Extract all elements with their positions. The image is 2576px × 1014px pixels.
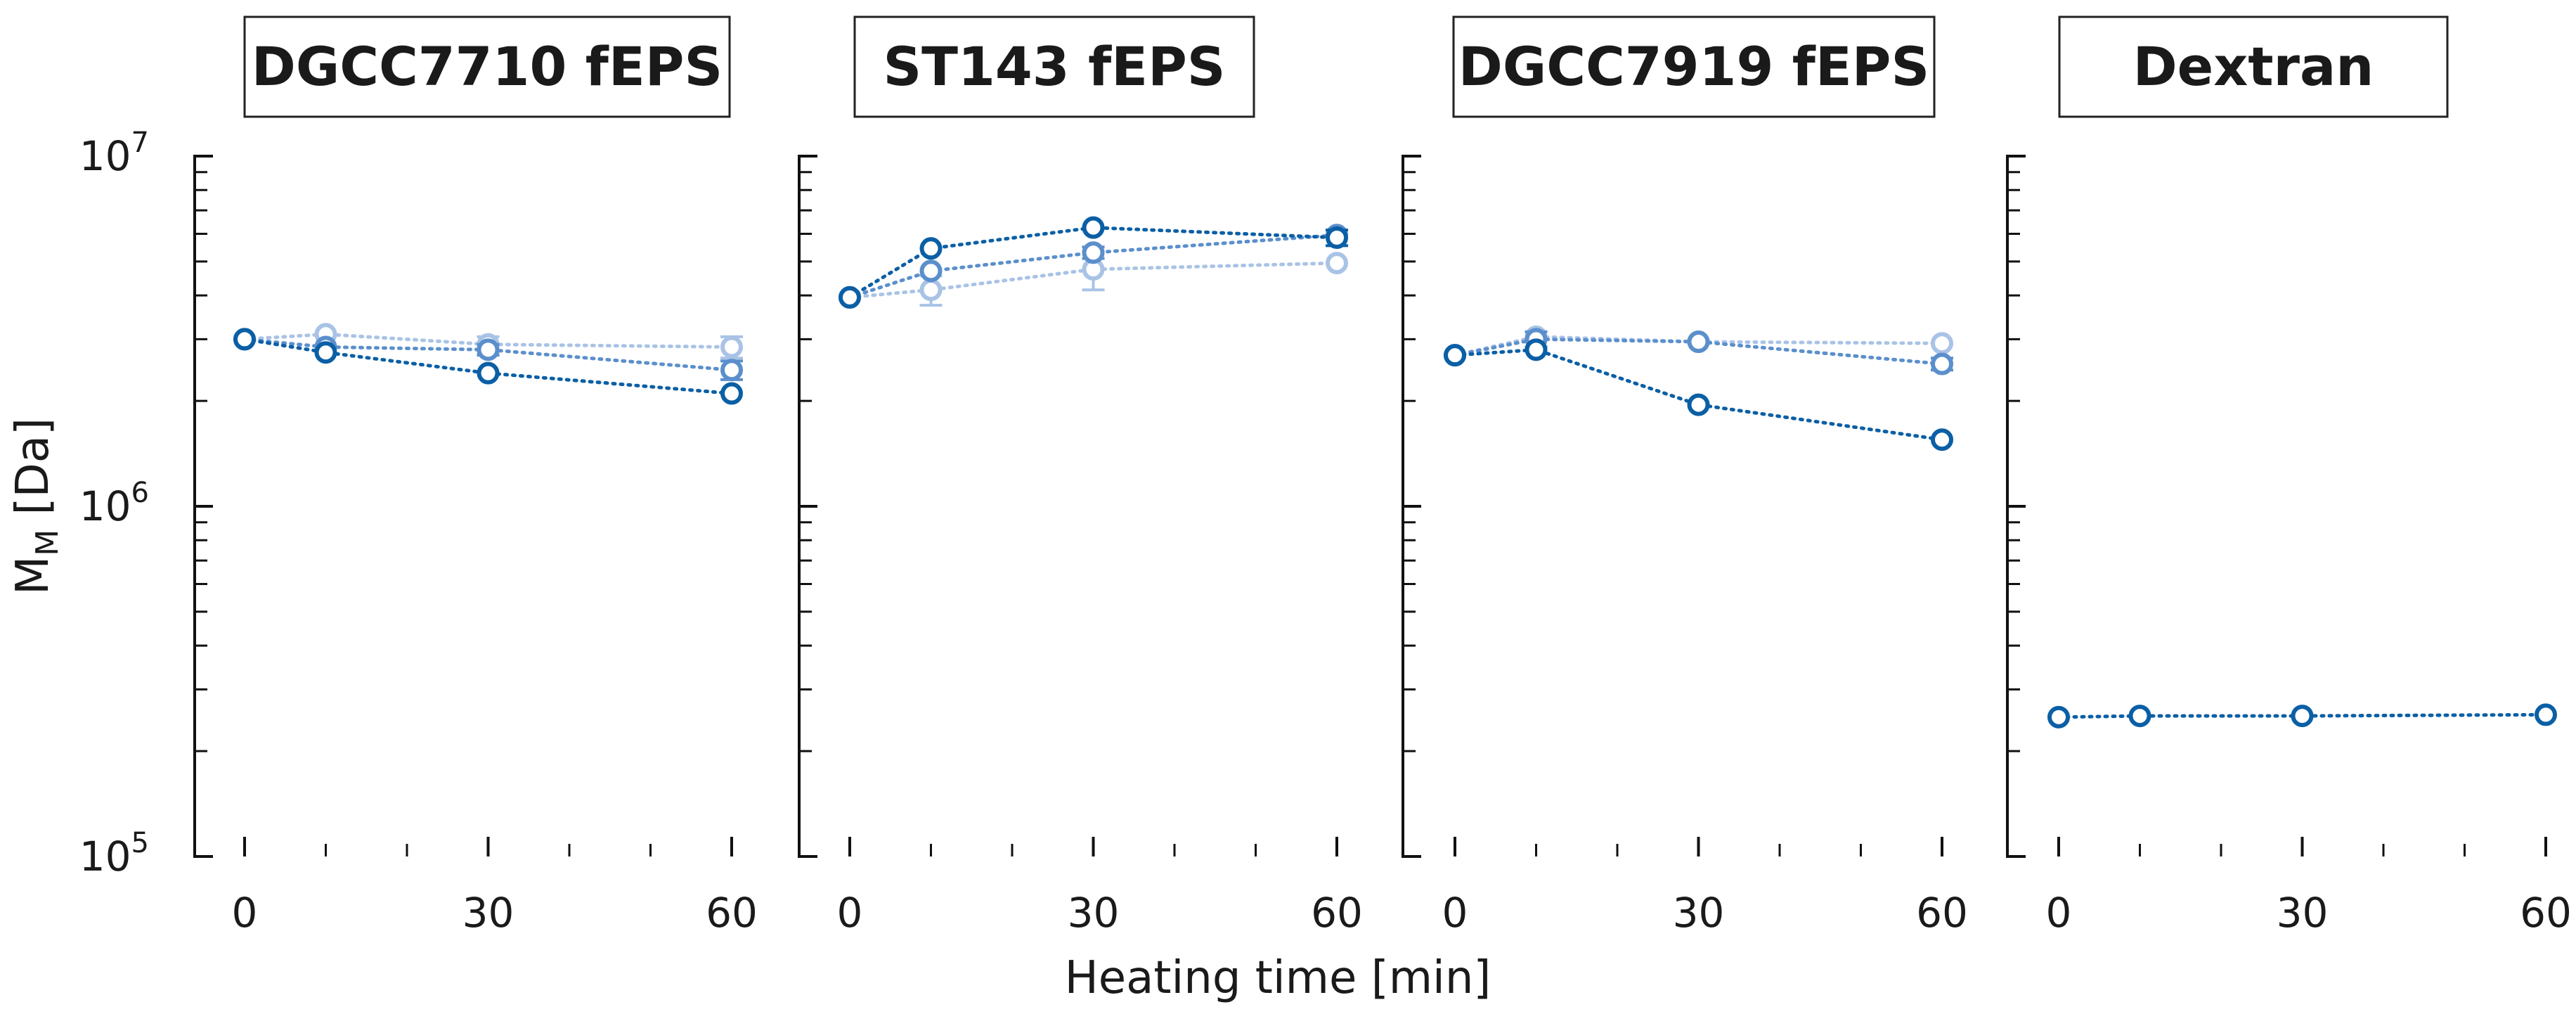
x-tick-label: 60 (1916, 889, 1968, 937)
series-line (1453, 347, 1944, 442)
data-point (477, 361, 500, 385)
panel-title-box (243, 15, 731, 118)
data-point (233, 328, 256, 351)
series-3 (233, 328, 743, 405)
panel-title: DGCC7710 fEPS (252, 35, 723, 98)
data-point (919, 278, 943, 302)
panel-title-box (853, 15, 1255, 118)
series-3 (1444, 338, 1953, 451)
x-tick-label: 60 (2520, 889, 2572, 937)
data-point (477, 338, 500, 361)
data-point (2291, 705, 2314, 728)
series-line (2057, 712, 2548, 719)
data-point (1931, 428, 1953, 451)
data-point (1326, 226, 1348, 249)
x-tick-label: 30 (1068, 889, 1120, 937)
x-tick-label: 0 (232, 889, 258, 937)
x-tick-label: 60 (1311, 889, 1363, 937)
y-axis-title: MM [Da] (7, 418, 65, 595)
x-tick-label: 30 (2277, 889, 2329, 937)
data-point (2047, 705, 2070, 729)
data-point (919, 259, 943, 283)
series-line (242, 337, 734, 396)
x-tick-label: 0 (1442, 889, 1468, 937)
data-point (1326, 252, 1348, 275)
panel-2: ST143 fEPS 0 30 60 (798, 15, 1363, 937)
data-point (2128, 705, 2151, 728)
panel-title-box (2058, 15, 2449, 118)
x-tick-label: 30 (462, 889, 514, 937)
data-point (1525, 338, 1548, 361)
y-tick-label: 106 (79, 477, 149, 530)
series-3 (839, 216, 1348, 309)
data-point (2535, 703, 2557, 726)
data-point (1931, 332, 1953, 355)
panel-title: DGCC7919 fEPS (1458, 35, 1929, 98)
panel-title-box (1452, 15, 1936, 118)
series-line (1453, 337, 1944, 366)
data-point (1082, 241, 1105, 264)
data-point (314, 341, 337, 364)
data-point (839, 285, 861, 309)
data-point (1444, 344, 1466, 367)
y-tick-label: 107 (79, 127, 149, 180)
panel-4: Dextran 0 30 60 (2006, 15, 2572, 937)
x-tick-label: 0 (2046, 889, 2072, 937)
panel-3: DGCC7919 fEPS 0 30 60 (1402, 15, 1968, 937)
panel-1: DGCC7710 fEPS 0 30 60 (193, 15, 758, 937)
series-line (242, 332, 734, 349)
panel-title: ST143 fEPS (883, 35, 1225, 98)
series-line (848, 261, 1339, 300)
series-line (848, 233, 1339, 300)
data-point (720, 359, 743, 382)
data-point (1082, 216, 1105, 239)
data-point (919, 237, 943, 260)
y-tick-label: 105 (79, 827, 149, 880)
data-point (1687, 330, 1710, 354)
data-point (720, 335, 743, 359)
series-2 (1444, 328, 1953, 376)
panel-title: Dextran (2133, 35, 2374, 98)
data-point (1687, 393, 1710, 416)
data-point (1931, 352, 1953, 376)
x-tick-label: 30 (1673, 889, 1725, 937)
x-axis-title: Heating time [min] (1065, 952, 1491, 1004)
series-line (242, 337, 734, 372)
series-line (848, 226, 1339, 300)
data-point (720, 382, 743, 405)
series-1 (2047, 703, 2557, 729)
x-tick-label: 0 (837, 889, 863, 937)
x-tick-label: 60 (706, 889, 758, 937)
